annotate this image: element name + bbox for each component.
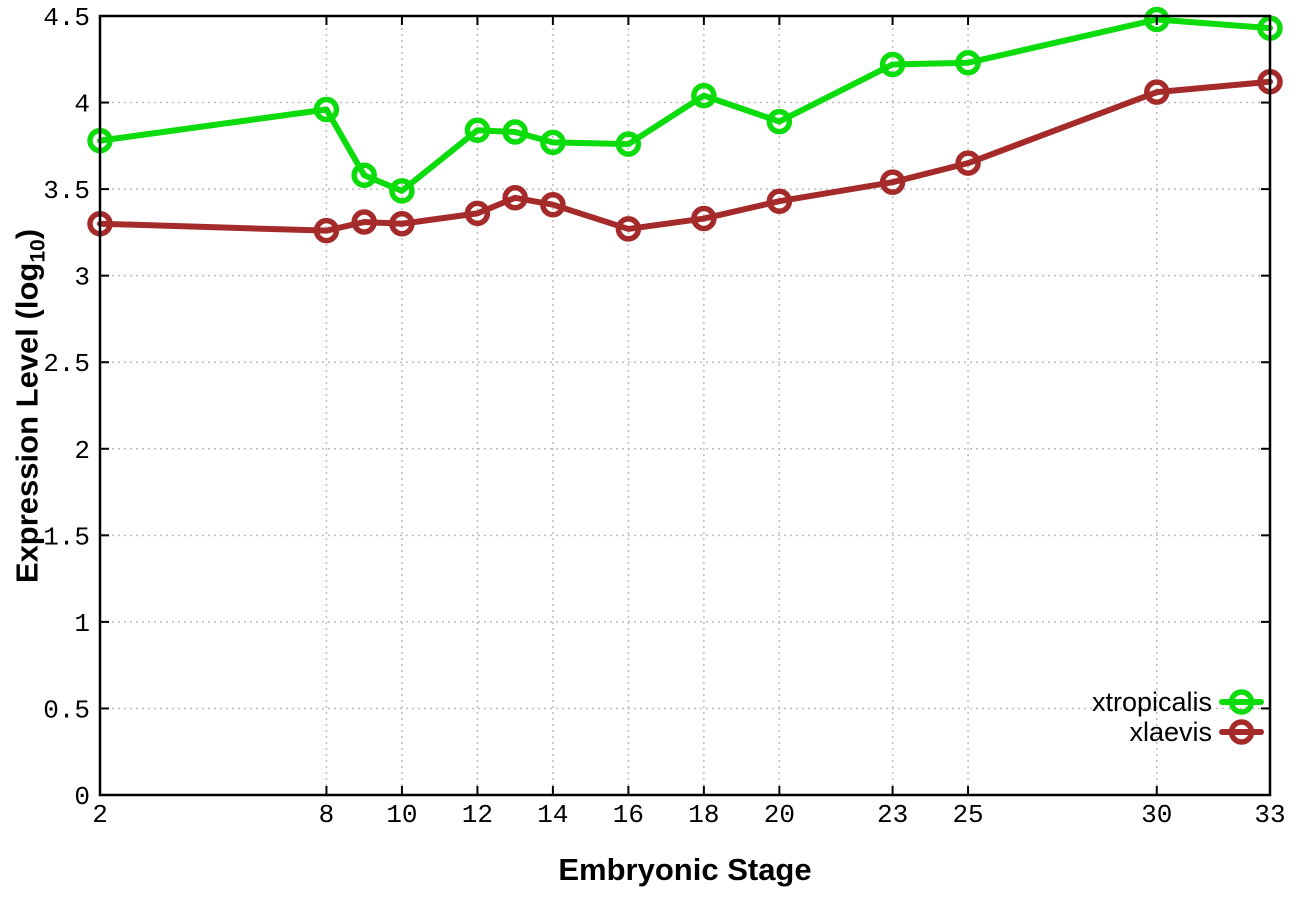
x-axis-title: Embryonic Stage bbox=[558, 852, 812, 887]
y-tick-label: 3 bbox=[74, 263, 90, 293]
x-tick-label: 20 bbox=[764, 800, 795, 830]
data-point-marker-xlaevis bbox=[879, 169, 906, 195]
data-point-marker-xlaevis bbox=[313, 217, 340, 244]
x-tick-label: 2 bbox=[92, 800, 108, 830]
y-tick-label: 4 bbox=[74, 90, 90, 120]
data-point-marker-xtropicalis bbox=[313, 96, 340, 123]
data-point-marker-xtropicalis bbox=[389, 178, 415, 204]
x-tick-label: 16 bbox=[613, 800, 644, 830]
data-point-marker-xlaevis bbox=[389, 210, 415, 237]
y-tick-label: 2.5 bbox=[43, 349, 90, 379]
x-tick-label: 14 bbox=[537, 800, 568, 830]
data-point-marker-xtropicalis bbox=[502, 119, 528, 145]
data-point-marker-xtropicalis bbox=[1144, 6, 1170, 33]
y-tick-label: 2 bbox=[74, 436, 90, 466]
data-point-marker-xlaevis bbox=[691, 205, 717, 232]
x-tick-label: 18 bbox=[688, 800, 719, 830]
legend-label-xtropicalis: xtropicalis bbox=[1092, 687, 1212, 717]
x-tick-label: 10 bbox=[386, 800, 417, 830]
x-tick-label: 23 bbox=[877, 800, 908, 830]
data-point-marker-xtropicalis bbox=[955, 49, 981, 76]
x-tick-label: 8 bbox=[319, 800, 335, 830]
y-axis-title-text: Expression Level (log bbox=[9, 262, 45, 584]
y-tick-label: 0.5 bbox=[43, 695, 90, 725]
y-tick-label: 1 bbox=[74, 609, 90, 639]
y-tick-label: 3.5 bbox=[43, 176, 90, 206]
legend-marker-xlaevis bbox=[1228, 719, 1255, 745]
plot-border bbox=[98, 14, 1272, 797]
y-axis-title-suffix: ) bbox=[9, 228, 45, 240]
data-point-marker-xlaevis bbox=[615, 216, 642, 242]
data-point-marker-xlaevis bbox=[464, 200, 491, 227]
data-point-marker-xlaevis bbox=[955, 150, 981, 176]
data-point-marker-xtropicalis bbox=[691, 82, 717, 109]
series-line-xtropicalis bbox=[97, 16, 1273, 194]
data-point-marker-xtropicalis bbox=[351, 162, 377, 189]
y-tick-label: 1.5 bbox=[43, 522, 90, 552]
y-axis-title-subscript: 10 bbox=[26, 239, 50, 263]
data-point-marker-xlaevis bbox=[766, 188, 793, 214]
x-tick-label: 33 bbox=[1254, 800, 1285, 830]
y-tick-label: 0 bbox=[74, 782, 90, 812]
data-point-marker-xlaevis bbox=[540, 191, 566, 218]
data-point-marker-xtropicalis bbox=[464, 117, 491, 144]
x-tick-label: 30 bbox=[1141, 800, 1172, 830]
x-tick-label: 12 bbox=[462, 800, 493, 830]
data-point-marker-xtropicalis bbox=[615, 131, 642, 157]
data-point-marker-xlaevis bbox=[502, 185, 528, 211]
data-point-marker-xtropicalis bbox=[879, 51, 906, 78]
legend-label-xlaevis: xlaevis bbox=[1129, 717, 1212, 747]
data-point-marker-xlaevis bbox=[351, 209, 377, 235]
x-tick-label: 25 bbox=[952, 800, 983, 830]
data-point-marker-xtropicalis bbox=[766, 108, 793, 135]
y-axis-title: Expression Level (log10) bbox=[9, 229, 50, 583]
y-tick-label: 4.5 bbox=[43, 3, 90, 33]
series-line-xlaevis bbox=[97, 78, 1273, 234]
data-point-marker-xtropicalis bbox=[540, 129, 566, 156]
legend-marker-xtropicalis bbox=[1228, 689, 1255, 715]
data-point-marker-xlaevis bbox=[1144, 79, 1170, 105]
